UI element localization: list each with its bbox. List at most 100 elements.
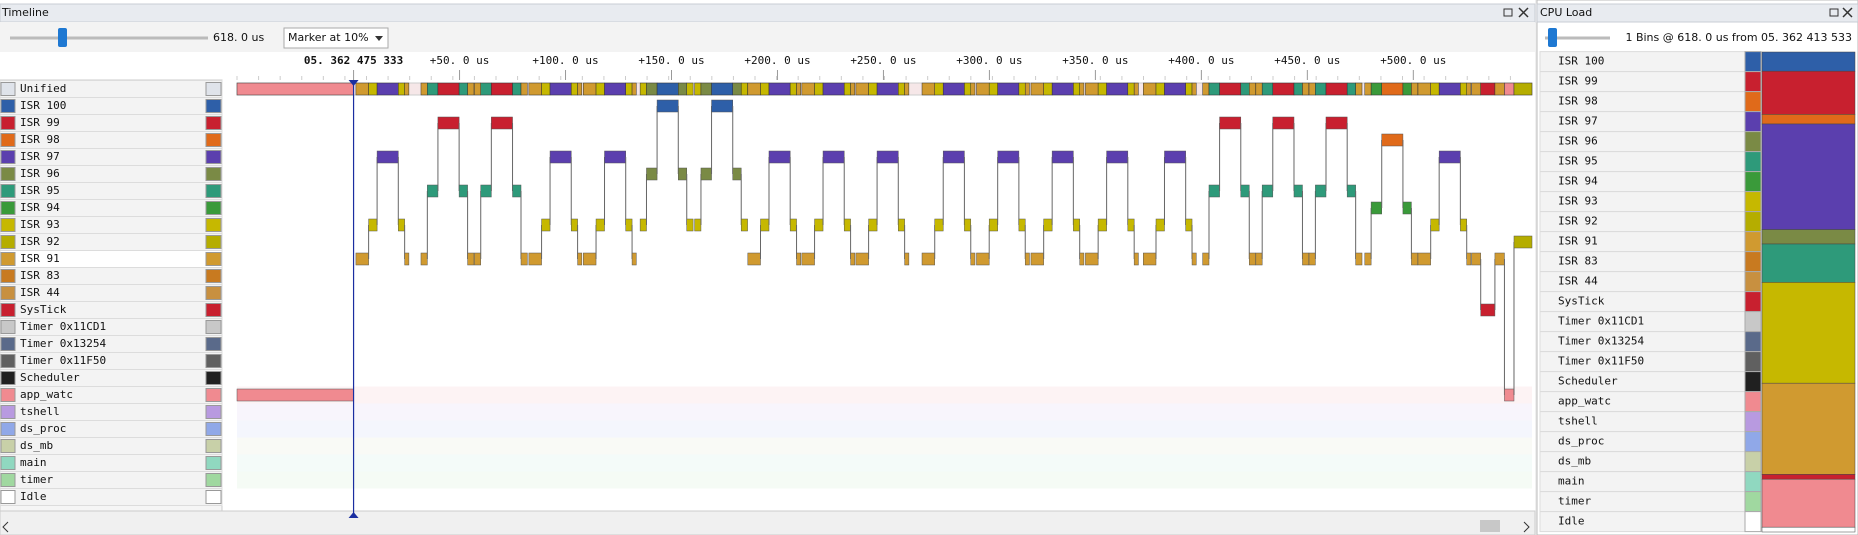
row-swatch bbox=[205, 422, 222, 436]
trace-slice bbox=[1051, 150, 1074, 164]
trace-slice bbox=[801, 252, 815, 266]
row-swatch bbox=[205, 303, 222, 317]
ruler-label: +200. 0 us bbox=[744, 54, 810, 67]
unified-slice bbox=[1293, 82, 1303, 96]
unified-slice bbox=[747, 82, 761, 96]
row-swatch bbox=[205, 235, 222, 249]
row-band bbox=[237, 437, 1532, 455]
trace-slice bbox=[1364, 252, 1372, 266]
row-label: ISR 95 bbox=[20, 184, 60, 197]
unified-slice bbox=[1460, 82, 1467, 96]
cpu-row-label: ISR 95 bbox=[1558, 155, 1598, 168]
ruler-label: +150. 0 us bbox=[638, 54, 704, 67]
cpu-row-swatch bbox=[1744, 111, 1762, 133]
cpu-row-swatch bbox=[1744, 171, 1762, 193]
zoom-slider-thumb[interactable] bbox=[58, 28, 67, 47]
trace-slice bbox=[520, 252, 528, 266]
trace-slice bbox=[678, 167, 688, 181]
trace-slice bbox=[988, 218, 998, 232]
trace-slice bbox=[631, 252, 637, 266]
row-label: Idle bbox=[20, 490, 47, 503]
trace-slice bbox=[1402, 201, 1412, 215]
trace-slice bbox=[855, 252, 869, 266]
unified-slice bbox=[458, 82, 468, 96]
cpu-load-segment bbox=[1761, 114, 1856, 125]
row-swatch bbox=[0, 116, 16, 130]
ruler-label: 05. 362 475 333 bbox=[304, 54, 403, 67]
unified-slice bbox=[970, 82, 976, 96]
h-scrollbar-thumb[interactable] bbox=[1480, 520, 1500, 532]
trace-slice bbox=[760, 218, 770, 232]
cpu-row-swatch bbox=[1744, 51, 1762, 73]
unified-slice bbox=[355, 82, 369, 96]
row-label: ISR 97 bbox=[20, 150, 60, 163]
row-band bbox=[237, 454, 1532, 472]
row-label: tshell bbox=[20, 405, 60, 418]
cpu-panel-buttons[interactable] bbox=[1829, 7, 1853, 18]
panel-buttons[interactable] bbox=[1503, 7, 1529, 18]
row-label: ISR 100 bbox=[20, 99, 66, 112]
trace-slice bbox=[1164, 150, 1186, 164]
row-swatch bbox=[205, 371, 222, 385]
trace-slice bbox=[639, 218, 647, 232]
trace-slice bbox=[934, 218, 944, 232]
row-swatch bbox=[205, 388, 222, 402]
trace-slice bbox=[1018, 218, 1026, 232]
unified-slice bbox=[1364, 82, 1372, 96]
toolbar bbox=[0, 22, 1535, 52]
trace-slice bbox=[474, 252, 481, 266]
unified-slice bbox=[700, 82, 712, 96]
row-swatch bbox=[205, 184, 222, 198]
unified-slice bbox=[1504, 82, 1515, 96]
row-label: ISR 91 bbox=[20, 252, 60, 265]
select-arrow bbox=[375, 36, 383, 41]
row-label: Unified bbox=[20, 82, 66, 95]
unified-slice bbox=[467, 82, 475, 96]
ruler-label: +450. 0 us bbox=[1274, 54, 1340, 67]
unified-slice bbox=[1315, 82, 1327, 96]
trace-slice bbox=[1133, 252, 1139, 266]
unified-slice bbox=[1202, 82, 1210, 96]
cpu-row-swatch bbox=[1744, 471, 1762, 493]
unified-slice bbox=[1255, 82, 1263, 96]
cpu-load-segment bbox=[1761, 51, 1856, 72]
unified-slice bbox=[1346, 82, 1356, 96]
unified-slice bbox=[801, 82, 815, 96]
ruler-label: +350. 0 us bbox=[1062, 54, 1128, 67]
bins-slider-thumb[interactable] bbox=[1548, 28, 1557, 47]
unified-slice bbox=[1466, 82, 1472, 96]
row-swatch bbox=[0, 320, 16, 334]
row-swatch bbox=[205, 116, 222, 130]
cpu-row-label: app_watc bbox=[1558, 395, 1611, 408]
unified-slice bbox=[1249, 82, 1256, 96]
trace-slice bbox=[368, 218, 378, 232]
unified-slice bbox=[520, 82, 528, 96]
unified-slice bbox=[789, 82, 797, 96]
scroll-arrows[interactable] bbox=[2, 521, 1530, 533]
trace-slice bbox=[1097, 218, 1107, 232]
unified-slice bbox=[1308, 82, 1316, 96]
unified-slice bbox=[686, 82, 694, 96]
row-swatch bbox=[0, 286, 16, 300]
cpu-load-segment bbox=[1761, 123, 1856, 230]
unified-slice bbox=[942, 82, 965, 96]
marker-select[interactable] bbox=[283, 27, 389, 49]
cpu-row-label: Timer 0x13254 bbox=[1558, 335, 1644, 348]
row-swatch bbox=[205, 82, 222, 96]
trace-slice bbox=[1494, 252, 1505, 266]
unified-slice bbox=[1085, 82, 1099, 96]
unified-slice bbox=[577, 82, 583, 96]
unified-slice bbox=[850, 82, 856, 96]
row-swatch bbox=[0, 82, 16, 96]
trace-slice bbox=[1308, 252, 1316, 266]
h-scrollbar[interactable] bbox=[0, 510, 1536, 535]
unified-slice bbox=[595, 82, 605, 96]
unified-slice bbox=[1302, 82, 1310, 96]
timeline-title: Timeline bbox=[1, 6, 49, 19]
unified-slice bbox=[625, 82, 633, 96]
cpu-title: CPU Load bbox=[1540, 6, 1592, 19]
unified-slice bbox=[398, 82, 405, 96]
unified-slice bbox=[1471, 82, 1481, 96]
trace-slice bbox=[850, 252, 856, 266]
